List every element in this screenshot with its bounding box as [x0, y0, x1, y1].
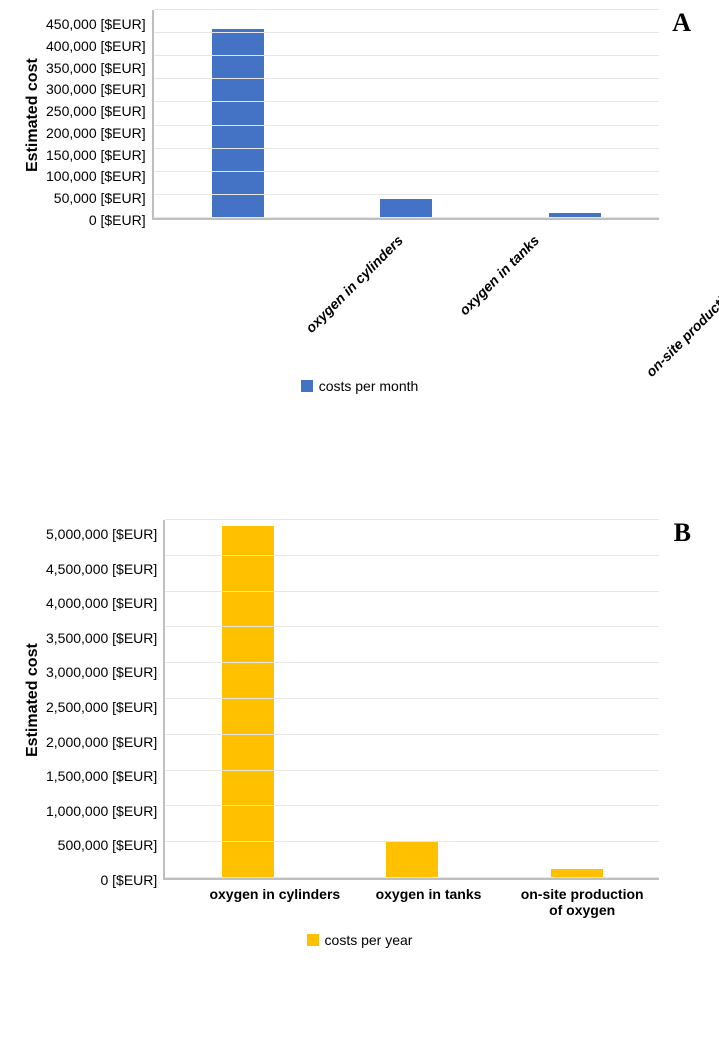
grid-line: [154, 32, 659, 33]
grid-line: [154, 125, 659, 126]
grid-line: [165, 519, 659, 520]
y-tick: 0 [$EUR]: [89, 213, 146, 227]
grid-line: [154, 55, 659, 56]
x-label: oxygen in cylinders: [302, 232, 406, 336]
y-tick: 4,000,000 [$EUR]: [46, 596, 157, 610]
grid-line: [165, 877, 659, 878]
y-tick: 0 [$EUR]: [100, 873, 157, 887]
panel-letter-b: B: [674, 518, 691, 548]
y-tick: 100,000 [$EUR]: [46, 169, 146, 183]
grid-line: [154, 171, 659, 172]
chart-a-plot: [152, 10, 659, 220]
bar: [212, 29, 264, 219]
y-tick: 350,000 [$EUR]: [46, 61, 146, 75]
x-label: on-site production of oxygen: [643, 232, 719, 380]
grid-line: [165, 555, 659, 556]
y-tick: 450,000 [$EUR]: [46, 17, 146, 31]
chart-b-y-ticks: 5,000,000 [$EUR] 4,500,000 [$EUR] 4,000,00…: [46, 520, 163, 880]
grid-line: [154, 148, 659, 149]
grid-line: [165, 770, 659, 771]
chart-b-area: Estimated cost 5,000,000 [$EUR] 4,500,000…: [20, 520, 659, 880]
grid-line: [154, 78, 659, 79]
x-label: oxygen in tanks: [352, 880, 506, 918]
y-tick: 150,000 [$EUR]: [46, 148, 146, 162]
chart-a-legend-swatch: [301, 380, 313, 392]
chart-a-x-labels: oxygen in cylindersoxygen in tankson-sit…: [175, 220, 659, 370]
y-tick: 50,000 [$EUR]: [54, 191, 146, 205]
chart-b-plot: [163, 520, 659, 880]
y-tick: 3,000,000 [$EUR]: [46, 665, 157, 679]
chart-b-legend: costs per year: [20, 918, 699, 968]
chart-b-legend-swatch: [307, 934, 319, 946]
grid-line: [165, 591, 659, 592]
grid-line: [154, 217, 659, 218]
y-tick: 3,500,000 [$EUR]: [46, 631, 157, 645]
grid-line: [154, 101, 659, 102]
y-tick: 250,000 [$EUR]: [46, 104, 146, 118]
bar: [222, 526, 274, 878]
chart-b-x-labels: oxygen in cylindersoxygen in tankson-sit…: [198, 880, 659, 918]
y-tick: 2,000,000 [$EUR]: [46, 735, 157, 749]
chart-a-legend: costs per month: [20, 370, 699, 394]
panel-letter-a: A: [672, 8, 691, 38]
y-tick: 500,000 [$EUR]: [58, 838, 158, 852]
chart-a: A Estimated cost 450,000 [$EUR] 400,000 […: [0, 0, 719, 480]
grid-line: [165, 805, 659, 806]
grid-line: [154, 194, 659, 195]
chart-b-legend-label: costs per year: [325, 932, 413, 948]
grid-line: [165, 841, 659, 842]
grid-line: [165, 662, 659, 663]
y-tick: 200,000 [$EUR]: [46, 126, 146, 140]
chart-a-y-axis-label: Estimated cost: [20, 10, 46, 220]
y-tick: 5,000,000 [$EUR]: [46, 527, 157, 541]
chart-a-y-ticks: 450,000 [$EUR] 400,000 [$EUR] 350,000 [$EU…: [46, 10, 152, 220]
grid-line: [165, 626, 659, 627]
grid-line: [154, 9, 659, 10]
bar: [380, 199, 432, 218]
y-tick: 4,500,000 [$EUR]: [46, 562, 157, 576]
bar: [386, 842, 438, 878]
y-tick: 1,000,000 [$EUR]: [46, 804, 157, 818]
x-label: on-site productionof oxygen: [505, 880, 659, 918]
chart-a-bars: [154, 10, 659, 218]
x-label: oxygen in tanks: [456, 232, 542, 318]
y-tick: 2,500,000 [$EUR]: [46, 700, 157, 714]
grid-line: [165, 734, 659, 735]
chart-b: B Estimated cost 5,000,000 [$EUR] 4,500,0…: [0, 510, 719, 968]
chart-b-y-axis-label: Estimated cost: [20, 520, 46, 880]
y-tick: 1,500,000 [$EUR]: [46, 769, 157, 783]
chart-a-area: Estimated cost 450,000 [$EUR] 400,000 [$E…: [20, 10, 659, 220]
grid-line: [165, 698, 659, 699]
x-label: oxygen in cylinders: [198, 880, 352, 918]
chart-a-legend-label: costs per month: [319, 378, 419, 394]
chart-b-bars: [165, 520, 659, 878]
y-tick: 400,000 [$EUR]: [46, 39, 146, 53]
y-tick: 300,000 [$EUR]: [46, 82, 146, 96]
